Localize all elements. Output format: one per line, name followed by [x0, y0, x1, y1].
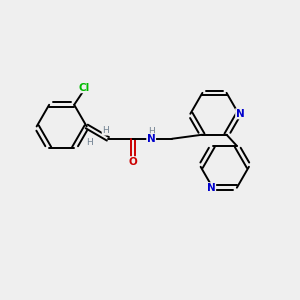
Text: N: N: [207, 183, 216, 193]
Text: H: H: [102, 126, 109, 135]
Text: H: H: [86, 138, 92, 147]
Text: N: N: [236, 109, 244, 119]
Text: O: O: [128, 157, 137, 167]
Text: N: N: [147, 134, 156, 144]
Text: H: H: [148, 127, 154, 136]
Text: Cl: Cl: [79, 83, 90, 93]
